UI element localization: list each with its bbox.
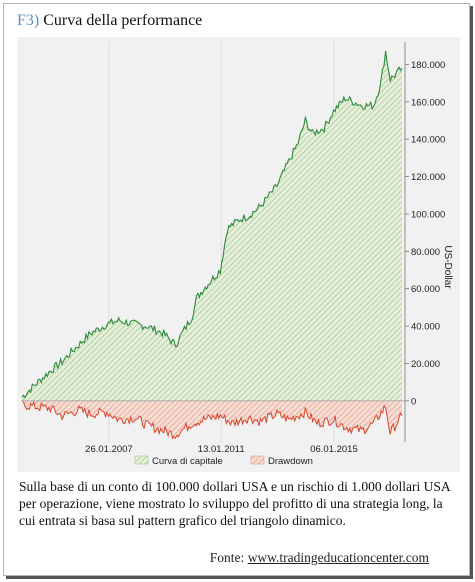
legend-label-0: Curva di capitale — [152, 456, 223, 467]
y-tick-label-8: 160.000 — [411, 97, 445, 108]
y-tick-label-2: 40.000 — [411, 322, 440, 333]
y-tick-label-9: 180.000 — [411, 60, 445, 71]
figure-number: F3) — [17, 12, 40, 29]
drawdown-line — [21, 399, 403, 440]
figure-title-text: Curva della performance — [43, 12, 203, 29]
x-tick-label-2: 06.01.2015 — [310, 444, 358, 455]
legend-swatch-0 — [134, 455, 149, 465]
chart-area: 0 20.000 40.000 60.000 80.000 100.000 120.000 1… — [17, 37, 460, 472]
y-axis-ticks: 0 20.000 40.000 60.000 80.000 100.000 120.000 1… — [405, 60, 445, 407]
y-tick-label-6: 120.000 — [411, 172, 445, 183]
y-axis-label: US-Dollar — [442, 245, 453, 289]
figure-title: F3) Curva della performance — [17, 12, 202, 30]
source-label: Fonte: — [209, 550, 245, 565]
legend-swatch-1 — [250, 455, 265, 465]
equity-line — [21, 50, 403, 399]
figure-frame: F3) Curva della performance 0 20.000 — [3, 3, 470, 576]
performance-chart: 0 20.000 40.000 60.000 80.000 100.000 120.000 1… — [21, 42, 453, 467]
drawdown-area — [22, 400, 402, 439]
y-tick-label-5: 100.000 — [411, 209, 445, 220]
figure-caption: Sulla base di un conto di 100.000 dollar… — [19, 479, 450, 528]
x-tick-label-1: 13.01.2011 — [198, 444, 245, 455]
source-link[interactable]: www.tradingeducationcenter.com — [247, 550, 429, 565]
legend-label-1: Drawdown — [268, 456, 313, 467]
equity-area — [22, 51, 402, 401]
y-tick-label-1: 20.000 — [411, 359, 440, 370]
x-tick-label-0: 26.01.2007 — [85, 444, 133, 455]
chart-legend: Curva di capitale Drawdown — [134, 455, 313, 467]
source-line: Fonte: www.tradingeducationcenter.com — [210, 550, 429, 566]
x-axis-ticks: 26.01.2007 13.01.2011 06.01.2015 — [85, 444, 358, 455]
y-tick-label-0: 0 — [411, 396, 416, 407]
y-tick-label-4: 80.000 — [411, 247, 440, 258]
y-tick-label-3: 60.000 — [411, 284, 440, 295]
y-tick-label-7: 140.000 — [411, 135, 445, 146]
